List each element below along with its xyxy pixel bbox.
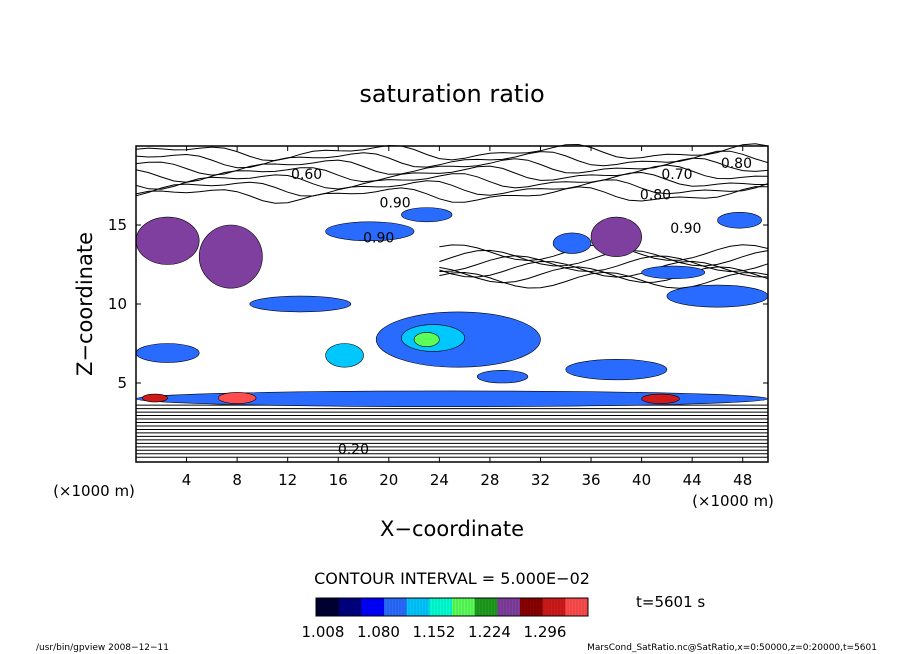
contour-line xyxy=(439,249,769,267)
upper-contours xyxy=(135,143,769,289)
contour-labels: 0.60 0.90 0.70 0.80 0.80 0.90 0.90 0.20 xyxy=(291,156,752,458)
x-tick-label: 12 xyxy=(278,471,297,489)
x-tick-label: 36 xyxy=(581,471,600,489)
shaded-region xyxy=(135,216,200,265)
shaded-region xyxy=(666,284,769,308)
colorbar-tick-label: 1.224 xyxy=(468,623,511,641)
shaded-region xyxy=(413,332,440,347)
shaded-region xyxy=(198,224,263,289)
shaded-region xyxy=(325,343,364,368)
colorbar-segment xyxy=(474,598,498,616)
y-tick-label: 15 xyxy=(108,216,127,234)
shaded-region xyxy=(590,216,642,257)
shaded-region xyxy=(401,207,453,223)
x-tick-label: 32 xyxy=(531,471,550,489)
y-axis-ticks: 5 10 15 xyxy=(108,216,768,392)
colorbar-segment xyxy=(542,598,566,616)
footer-left: /usr/bin/gpview 2008−12−11 xyxy=(36,643,169,653)
shaded-region xyxy=(325,221,415,242)
shaded-region xyxy=(476,370,529,384)
contour-label: 0.80 xyxy=(721,156,752,172)
x-tick-label: 28 xyxy=(480,471,499,489)
colorbar-tick-label: 1.296 xyxy=(524,623,567,641)
y-tick-label: 10 xyxy=(108,295,127,313)
contour-line xyxy=(135,143,769,162)
contour-interval: CONTOUR INTERVAL = 5.000E−02 xyxy=(314,569,590,588)
colorbar-segment xyxy=(520,598,544,616)
x-unit-label: (×1000 m) xyxy=(692,492,774,510)
colorbar-segment xyxy=(497,598,521,616)
contour-label: 0.90 xyxy=(363,230,394,246)
x-axis-label: X−coordinate xyxy=(380,517,524,541)
y-tick-label: 5 xyxy=(117,374,127,392)
chart-title: saturation ratio xyxy=(359,80,544,108)
shaded-regions xyxy=(135,207,769,407)
time-label: t=5601 s xyxy=(636,593,705,611)
shaded-region xyxy=(135,343,200,363)
contour-line xyxy=(135,186,769,204)
shaded-region xyxy=(641,265,706,280)
contour-label: 0.60 xyxy=(291,167,322,183)
colorbar-segment xyxy=(316,598,340,616)
colorbar-tick-labels: 1.008 1.080 1.152 1.224 1.296 xyxy=(302,623,567,641)
contour-label: 0.90 xyxy=(670,221,701,237)
shaded-region xyxy=(565,359,668,381)
y-axis-label: Z−coordinate xyxy=(73,232,97,376)
x-tick-label: 48 xyxy=(733,471,752,489)
colorbar-segment xyxy=(361,598,385,616)
x-tick-label: 8 xyxy=(232,471,242,489)
colorbar-segment xyxy=(384,598,408,616)
contour-line xyxy=(439,255,769,273)
footer-right: MarsCond_SatRatio.nc@SatRatio,x=0:50000,… xyxy=(587,643,877,653)
shaded-region xyxy=(717,212,762,229)
x-tick-label: 16 xyxy=(329,471,348,489)
contour-label: 0.70 xyxy=(661,167,692,183)
colorbar-tick-label: 1.008 xyxy=(302,623,345,641)
x-tick-label: 4 xyxy=(182,471,192,489)
stratified-contours xyxy=(136,404,768,458)
shaded-region xyxy=(552,232,592,254)
contour-label: 0.80 xyxy=(640,188,671,204)
contour-line xyxy=(135,171,769,190)
contour-label: 0.20 xyxy=(338,442,369,458)
shaded-region xyxy=(142,393,168,403)
y-unit-label: (×1000 m) xyxy=(53,482,135,500)
shaded-region xyxy=(641,393,680,404)
contour-line xyxy=(135,164,769,183)
colorbar-segment xyxy=(429,598,453,616)
contour-label: 0.90 xyxy=(380,196,411,212)
colorbar-segment xyxy=(406,598,430,616)
contour-line xyxy=(135,179,769,197)
x-axis-ticks: 4 8 12 16 20 24 28 32 36 40 44 48 xyxy=(182,146,752,489)
colorbar-tick-label: 1.080 xyxy=(357,623,400,641)
contour-line xyxy=(135,150,769,169)
colorbar-segment xyxy=(338,598,362,616)
colorbar-frame xyxy=(315,597,589,617)
shaded-region xyxy=(249,295,352,313)
colorbar-segment xyxy=(565,598,589,616)
colorbar xyxy=(315,597,589,617)
x-tick-label: 40 xyxy=(632,471,651,489)
x-tick-label: 44 xyxy=(683,471,702,489)
colorbar-segment xyxy=(452,598,476,616)
contour-line xyxy=(439,266,769,284)
x-tick-label: 24 xyxy=(430,471,449,489)
shaded-region xyxy=(217,392,257,404)
x-tick-label: 20 xyxy=(379,471,398,489)
plot-area: 0.60 0.90 0.70 0.80 0.80 0.90 0.90 0.20 xyxy=(135,143,769,463)
colorbar-tick-label: 1.152 xyxy=(413,623,456,641)
